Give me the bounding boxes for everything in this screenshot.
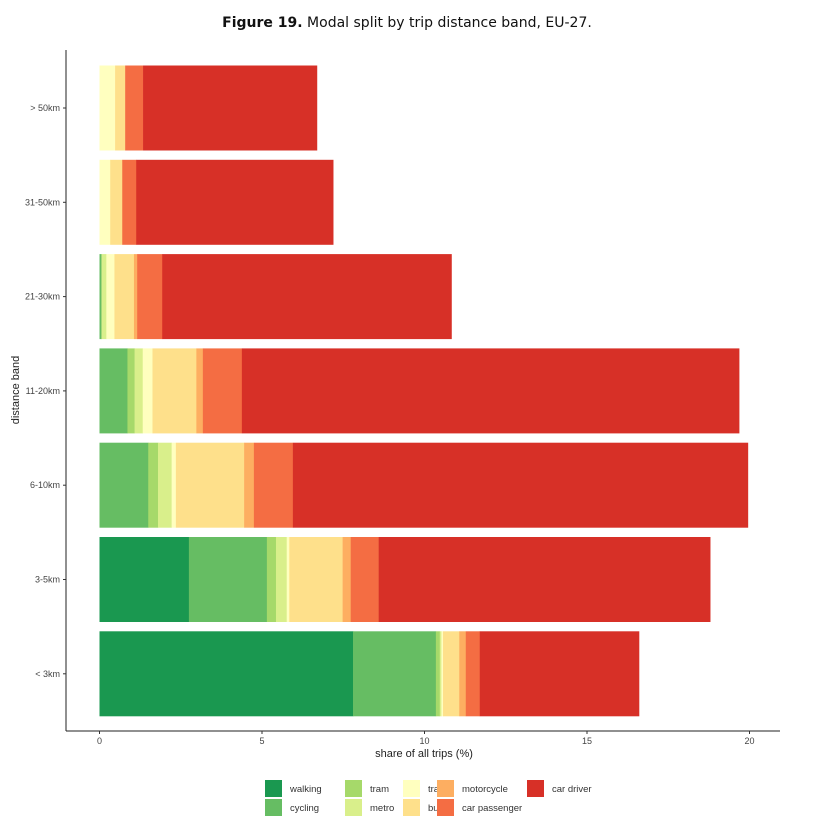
bar-segment-car-driver xyxy=(292,442,749,528)
bar-segment-bus xyxy=(114,254,135,340)
legend-label: car driver xyxy=(552,784,592,795)
legend-swatch xyxy=(437,780,454,797)
bar-segment-bus xyxy=(443,631,460,717)
legend-swatch xyxy=(265,780,282,797)
bar-segment-train xyxy=(286,537,290,622)
x-tick-label: 0 xyxy=(97,736,102,746)
bar-segment-cycling xyxy=(99,442,149,528)
bar-segment-motorcycle xyxy=(342,537,352,622)
bar-segment-cycling xyxy=(188,537,268,622)
bar-segment-car-passenger xyxy=(202,348,243,434)
bar-segment-motorcycle xyxy=(196,348,204,434)
legend-label: metro xyxy=(370,803,394,814)
bar-segment-metro xyxy=(134,348,144,434)
bar-segment-bus xyxy=(152,348,197,434)
bar-segment-metro xyxy=(158,442,172,528)
legend: walkingcyclingtrammetrotrainbusmotorcycl… xyxy=(265,780,592,816)
bar-segment-cycling xyxy=(99,348,128,434)
bar-segment-tram xyxy=(435,631,441,717)
bar-segment-car-driver xyxy=(378,537,711,622)
bar-segment-walking xyxy=(99,537,190,622)
legend-label: bus xyxy=(428,803,444,814)
legend-label: tram xyxy=(370,784,389,795)
legend-swatch xyxy=(265,799,282,816)
x-axis-label: share of all trips (%) xyxy=(375,748,473,760)
legend-label: walking xyxy=(289,784,322,795)
legend-swatch xyxy=(527,780,544,797)
bar-segment-motorcycle xyxy=(133,254,138,340)
bar-segment-motorcycle xyxy=(459,631,467,717)
title-rest: Modal split by trip distance band, EU-27… xyxy=(303,15,592,31)
bar-segment-car-passenger xyxy=(465,631,481,717)
bar-segment-car-driver xyxy=(136,159,334,245)
y-ticks: > 50km 31-50km 21-30km 11-20km 6-10km 3-5km < … xyxy=(25,103,66,679)
bar-segment-car-passenger xyxy=(350,537,379,622)
bar-segment-bus xyxy=(175,442,245,528)
bar-segment-car-driver xyxy=(241,348,740,434)
legend-swatch xyxy=(403,780,420,797)
x-ticks: 0 5 10 15 20 xyxy=(97,731,755,746)
y-tick-label: 3-5km xyxy=(35,575,60,585)
bar-segment-tram xyxy=(148,442,159,528)
bar-segment-cycling xyxy=(99,254,102,340)
bar-segment-tram xyxy=(127,348,135,434)
legend-swatch xyxy=(403,799,420,816)
bar-segment-bus xyxy=(115,65,126,151)
y-tick-label: 11-20km xyxy=(26,386,60,396)
bar-segment-metro xyxy=(275,537,287,622)
bar-segment-tram xyxy=(266,537,277,622)
bar-segment-metro xyxy=(101,254,107,340)
bar-segment-train xyxy=(441,631,444,717)
y-axis-label: distance band xyxy=(10,356,22,425)
y-tick-label: < 3km xyxy=(35,669,60,679)
x-tick-label: 10 xyxy=(419,736,429,746)
bar-segment-car-passenger xyxy=(253,442,294,528)
x-tick-label: 5 xyxy=(259,736,264,746)
bar-segment-walking xyxy=(99,631,354,717)
bar-segment-car-driver xyxy=(479,631,640,717)
bar-segment-train xyxy=(171,442,177,528)
y-tick-label: 31-50km xyxy=(25,197,60,207)
bar-segment-train xyxy=(99,159,111,245)
y-tick-label: 21-30km xyxy=(25,292,60,302)
bar-segment-car-passenger xyxy=(125,65,144,151)
bar-segment-car-passenger xyxy=(122,159,137,245)
y-tick-label: > 50km xyxy=(30,103,60,113)
x-tick-label: 15 xyxy=(582,736,592,746)
bar-segment-motorcycle xyxy=(244,442,255,528)
bars xyxy=(99,65,749,717)
legend-swatch xyxy=(345,799,362,816)
x-tick-label: 20 xyxy=(744,736,754,746)
bar-segment-bus xyxy=(289,537,343,622)
bar-segment-train xyxy=(99,65,116,151)
y-tick-label: 6-10km xyxy=(30,480,60,490)
chart-title: Figure 19. Modal split by trip distance … xyxy=(222,15,592,31)
bar-segment-cycling xyxy=(353,631,437,717)
bar-segment-metro xyxy=(439,631,442,717)
legend-swatch xyxy=(437,799,454,816)
bar-segment-train xyxy=(142,348,153,434)
bar-segment-bus xyxy=(110,159,123,245)
legend-label: car passenger xyxy=(462,803,522,814)
legend-label: motorcycle xyxy=(462,784,508,795)
bar-segment-car-driver xyxy=(162,254,452,340)
legend-label: cycling xyxy=(290,803,319,814)
bar-segment-car-driver xyxy=(143,65,318,151)
title-bold: Figure 19. xyxy=(222,15,302,31)
bar-segment-train xyxy=(106,254,115,340)
legend-swatch xyxy=(345,780,362,797)
bar-segment-car-passenger xyxy=(137,254,163,340)
